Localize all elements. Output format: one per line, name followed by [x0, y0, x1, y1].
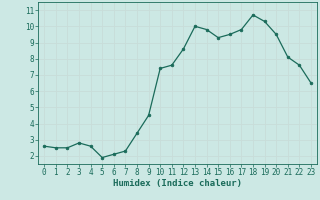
- X-axis label: Humidex (Indice chaleur): Humidex (Indice chaleur): [113, 179, 242, 188]
